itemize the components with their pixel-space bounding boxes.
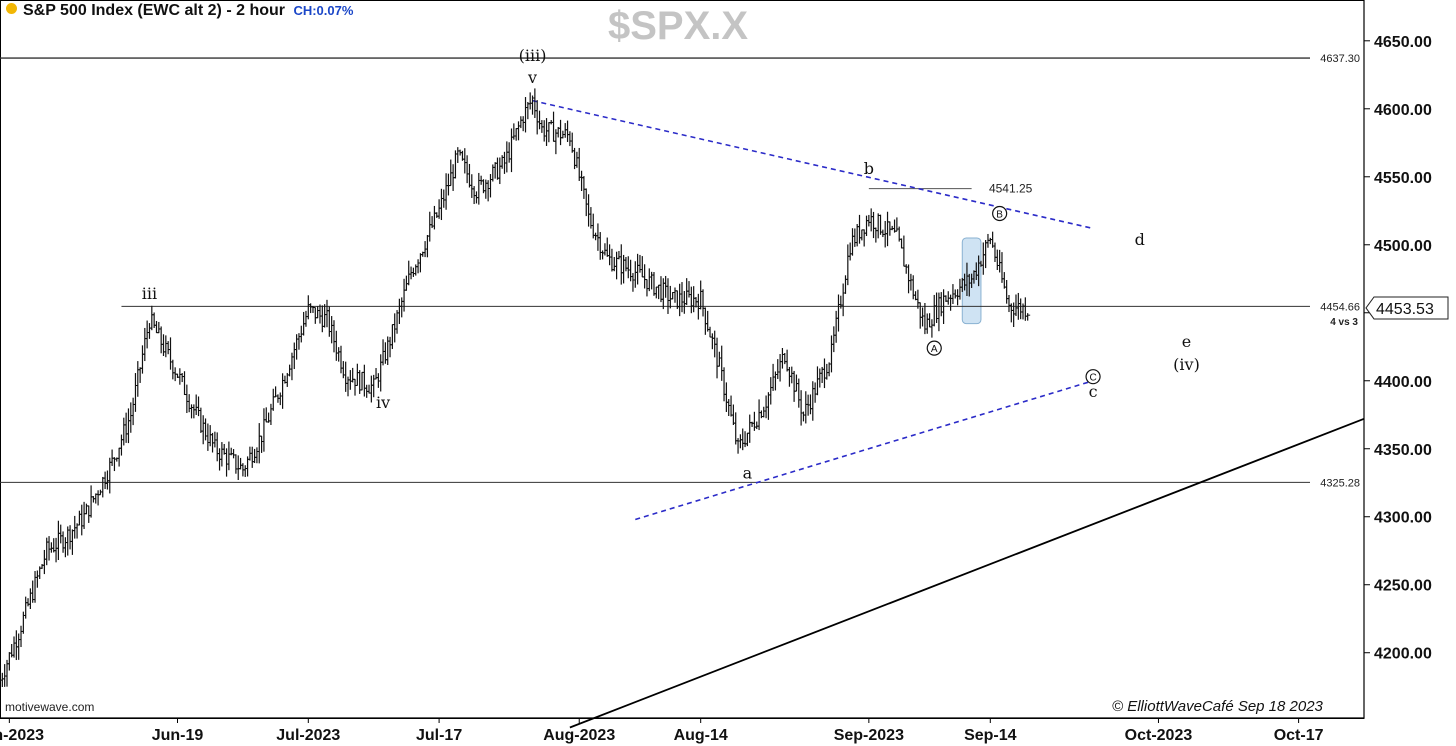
plot-area: 4637.30 4454.66 4325.28 4541.25 (iii) v iii iv a… xyxy=(0,0,1365,729)
annotation-label: 4 vs 3 xyxy=(1330,317,1358,328)
wave-label: v xyxy=(527,68,537,87)
wave-label: c xyxy=(1089,382,1098,401)
level-label: 4637.30 xyxy=(1320,53,1360,65)
chart-title: S&P 500 Index (EWC alt 2) - 2 hour xyxy=(23,2,285,19)
copyright-label: © ElliottWaveCafé Sep 18 2023 xyxy=(1112,698,1323,715)
price-axis-label: 4600.00 xyxy=(1374,102,1432,119)
brand-label: motivewave.com xyxy=(5,700,95,714)
wave-label-circle xyxy=(992,205,1008,222)
price-axis-label: 4400.00 xyxy=(1374,374,1432,391)
last-price-tag xyxy=(1365,296,1449,320)
time-axis-label: Aug-2023 xyxy=(543,727,615,744)
wave-label-circled: B xyxy=(996,209,1003,220)
price-axis-label: 4350.00 xyxy=(1374,442,1432,459)
wave-label: iii xyxy=(142,284,157,303)
wave-label: (iii) xyxy=(519,46,547,65)
trend-line xyxy=(569,417,1365,729)
time-axis-label: Jul-17 xyxy=(416,727,462,744)
level-label: 4325.28 xyxy=(1320,477,1360,489)
wave-label-circled: A xyxy=(931,344,938,355)
change-percent: CH:0.07% xyxy=(293,3,354,18)
time-axis-label: Aug-14 xyxy=(674,727,728,744)
status-dot-icon xyxy=(6,3,17,14)
plot-border xyxy=(0,0,1365,719)
level-label: 4454.66 xyxy=(1320,301,1360,313)
price-axis-label: 4550.00 xyxy=(1374,170,1432,187)
wave-label-circled: C xyxy=(1089,373,1096,384)
time-axis-label: Sep-14 xyxy=(964,727,1017,744)
symbol-watermark: $SPX.X xyxy=(608,4,749,48)
wave-label: (iv) xyxy=(1173,355,1200,374)
wave-label-circle xyxy=(1085,369,1101,385)
wave-label: b xyxy=(864,159,874,178)
price-axis-label: 4650.00 xyxy=(1374,34,1432,51)
wave-label: d xyxy=(1135,230,1145,249)
price-axis-label: 4500.00 xyxy=(1374,238,1432,255)
chart-header: S&P 500 Index (EWC alt 2) - 2 hour CH:0.… xyxy=(6,2,353,20)
price-axis-label: 4250.00 xyxy=(1374,578,1432,595)
time-axis-label: Jun-2023 xyxy=(0,727,44,744)
last-price-label: 4453.53 xyxy=(1376,301,1434,318)
level-label: 4541.25 xyxy=(989,182,1033,196)
time-axis-label: Oct-2023 xyxy=(1125,727,1193,744)
trend-line xyxy=(635,379,1094,521)
time-axis-label: Jun-19 xyxy=(152,727,204,744)
price-axis-label: 4300.00 xyxy=(1374,510,1432,527)
wave-label: e xyxy=(1182,332,1191,351)
time-axis-label: Jul-2023 xyxy=(276,727,340,744)
price-bars xyxy=(0,88,1031,687)
time-axis-label: Oct-17 xyxy=(1274,727,1324,744)
wave-label: a xyxy=(743,464,753,483)
price-axis-label: 4200.00 xyxy=(1374,646,1432,663)
time-axis-label: Sep-2023 xyxy=(834,727,904,744)
wave-label-circle xyxy=(926,340,942,356)
wave-label: iv xyxy=(376,393,390,412)
trend-line xyxy=(532,99,1094,230)
